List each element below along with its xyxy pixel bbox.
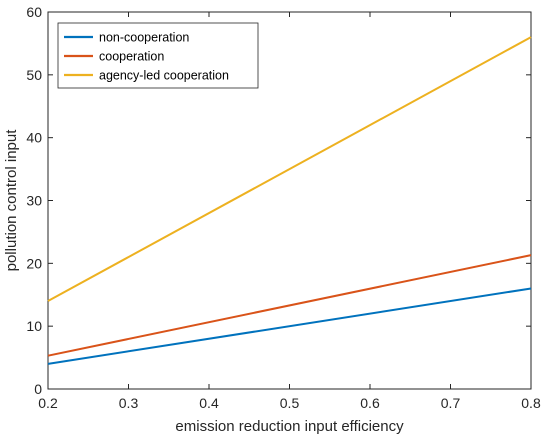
y-tick-label: 20 bbox=[26, 255, 42, 271]
ticks-layer: 0.2 0.3 0.4 0.5 0.6 0.7 0.8 0 10 20 30 40 50 60 bbox=[26, 4, 541, 411]
legend-label: non-cooperation bbox=[99, 31, 189, 45]
y-tick-label: 50 bbox=[26, 67, 42, 83]
y-axis-label: pollution control input bbox=[3, 129, 20, 272]
series-line-non-cooperation bbox=[47, 287, 532, 365]
legend-label: cooperation bbox=[99, 50, 164, 64]
series-line-agency-led-cooperation bbox=[47, 36, 532, 302]
x-tick-label: 0.3 bbox=[119, 395, 139, 411]
x-tick-label: 0.2 bbox=[38, 395, 58, 411]
series-line-cooperation bbox=[47, 254, 532, 357]
legend: non-cooperation cooperation agency-led coo… bbox=[57, 22, 259, 89]
y-tick-label: 0 bbox=[34, 381, 42, 397]
x-axis-label: emission reduction input efficiency bbox=[175, 418, 404, 435]
x-tick-label: 0.8 bbox=[521, 395, 541, 411]
series-layer bbox=[47, 36, 532, 365]
y-tick-label: 60 bbox=[26, 4, 42, 20]
legend-label: agency-led cooperation bbox=[99, 69, 229, 83]
x-tick-label: 0.5 bbox=[280, 395, 300, 411]
y-tick-label: 10 bbox=[26, 318, 42, 334]
y-tick-label: 30 bbox=[26, 193, 42, 209]
y-tick-label: 40 bbox=[26, 130, 42, 146]
x-tick-label: 0.7 bbox=[441, 395, 461, 411]
x-tick-label: 0.6 bbox=[360, 395, 380, 411]
x-tick-label: 0.4 bbox=[199, 395, 219, 411]
